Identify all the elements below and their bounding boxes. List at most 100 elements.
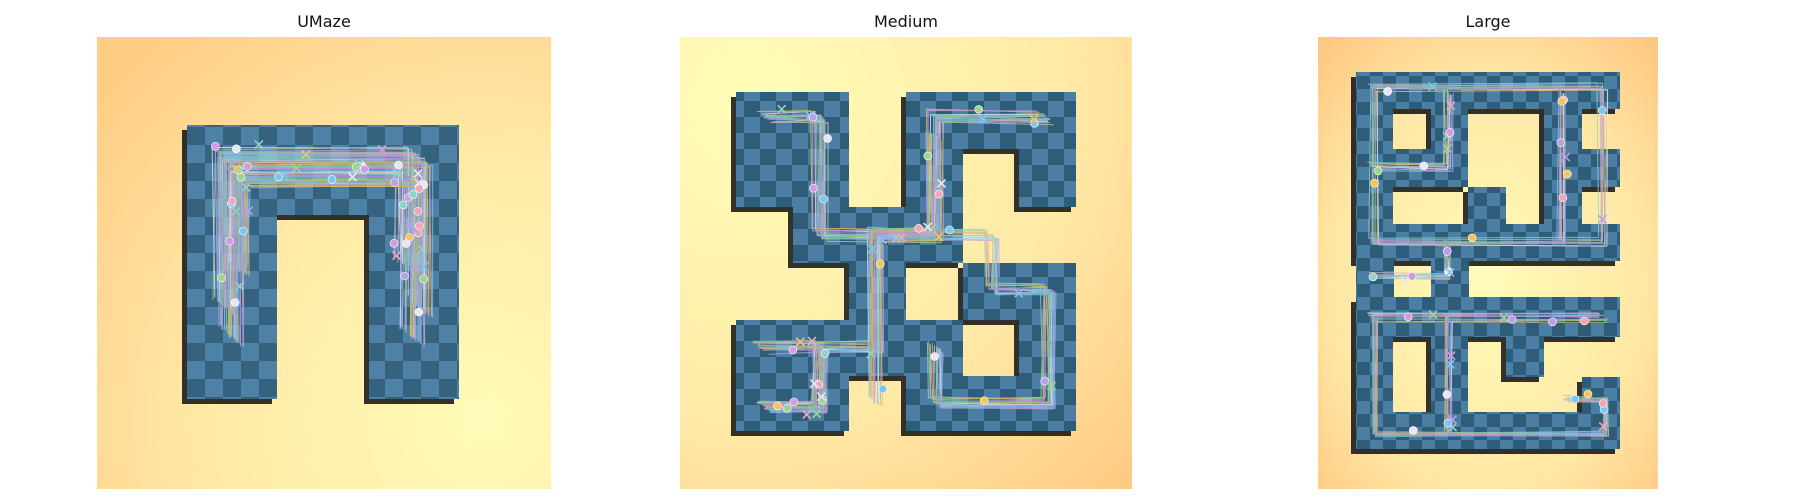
trajectory-path <box>763 231 1048 407</box>
trajectory-path <box>752 341 816 404</box>
trajectory-path <box>228 171 402 263</box>
start-marker <box>1467 233 1477 243</box>
goal-marker <box>1445 359 1455 369</box>
goal-marker <box>896 233 906 243</box>
trajectory-path <box>1563 93 1565 242</box>
start-marker <box>1597 106 1607 115</box>
trajectory-path <box>1445 314 1449 430</box>
goal-marker <box>413 168 423 179</box>
goal-marker <box>231 163 241 174</box>
start-marker <box>773 401 782 411</box>
trajectory-path <box>1374 244 1451 280</box>
goal-marker <box>392 168 402 178</box>
maze-corridors <box>1351 72 1620 454</box>
trajectory-path <box>1375 88 1609 247</box>
start-marker <box>878 384 888 394</box>
goal-marker <box>1428 81 1438 92</box>
start-marker <box>394 160 403 170</box>
goal-marker <box>391 251 402 261</box>
start-marker <box>1548 317 1557 327</box>
start-marker <box>808 112 818 122</box>
start-marker <box>1507 315 1517 324</box>
goal-marker <box>404 219 414 229</box>
umaze-panel <box>97 37 551 489</box>
start-marker <box>1570 394 1580 404</box>
start-marker <box>788 345 798 355</box>
start-marker <box>1556 138 1566 147</box>
medium-panel <box>680 37 1132 489</box>
start-marker <box>979 396 989 406</box>
start-marker <box>820 349 830 358</box>
goal-marker <box>1447 415 1457 425</box>
start-marker <box>232 144 241 154</box>
start-marker <box>1598 399 1608 408</box>
goal-marker <box>1029 114 1039 124</box>
start-marker <box>1558 193 1568 202</box>
start-marker <box>1040 376 1050 386</box>
start-marker <box>390 178 399 187</box>
goal-marker <box>867 244 877 254</box>
trajectory-markers <box>1368 81 1609 435</box>
goal-marker <box>417 244 427 255</box>
goal-marker <box>1046 381 1057 391</box>
goal-marker <box>1446 101 1456 111</box>
start-marker <box>1370 178 1379 188</box>
goal-marker <box>254 139 264 150</box>
goal-marker <box>934 232 944 242</box>
start-marker <box>1557 96 1567 106</box>
goal-marker <box>978 114 988 124</box>
trajectory-path <box>1556 87 1560 241</box>
trajectory-markers <box>211 139 429 317</box>
goal-marker <box>877 235 887 245</box>
trajectory-path <box>758 346 821 409</box>
start-marker <box>1563 169 1572 179</box>
start-marker <box>211 142 220 151</box>
start-marker <box>974 105 984 114</box>
goal-marker <box>936 178 947 189</box>
panel-title-large: Large <box>1465 12 1511 31</box>
goal-marker <box>1442 144 1453 154</box>
start-marker <box>1583 389 1593 399</box>
trajectory-path <box>753 341 816 404</box>
start-marker <box>876 259 885 269</box>
start-marker <box>934 189 944 199</box>
start-marker <box>236 173 246 182</box>
goal-marker <box>809 378 819 389</box>
trajectory-path <box>757 342 818 406</box>
start-marker <box>225 236 234 246</box>
trajectory-path <box>1374 318 1606 435</box>
start-marker <box>1442 390 1452 399</box>
goal-marker <box>1400 276 1410 286</box>
start-marker <box>360 165 369 174</box>
trajectory-path <box>231 172 405 264</box>
trajectory-path <box>223 165 397 259</box>
start-marker <box>809 183 818 193</box>
goal-marker <box>1597 214 1607 224</box>
panel-title-umaze: UMaze <box>297 12 351 31</box>
start-marker <box>227 196 237 206</box>
start-marker <box>1407 272 1417 281</box>
start-marker <box>1373 166 1383 176</box>
trajectory-path <box>1560 92 1562 241</box>
trajectory-path <box>1366 312 1601 315</box>
start-marker <box>274 172 283 182</box>
large-panel <box>1318 37 1658 489</box>
goal-marker <box>291 163 301 173</box>
goal-marker <box>802 409 812 420</box>
start-marker <box>1403 312 1413 322</box>
trajectory-path <box>239 175 411 269</box>
trajectory-path <box>1376 92 1454 171</box>
goal-marker <box>231 206 241 217</box>
start-marker <box>1442 247 1452 256</box>
start-marker <box>419 274 429 284</box>
goal-marker <box>1014 288 1024 298</box>
start-marker <box>243 162 252 171</box>
panel-title-medium: Medium <box>874 12 938 31</box>
trajectory-path <box>211 146 409 298</box>
start-marker <box>1580 316 1589 326</box>
goal-marker <box>410 262 420 272</box>
start-marker <box>413 207 423 216</box>
trajectory-path <box>1369 89 1449 166</box>
trajectory-path <box>1373 94 1451 171</box>
goal-marker <box>1598 421 1608 431</box>
